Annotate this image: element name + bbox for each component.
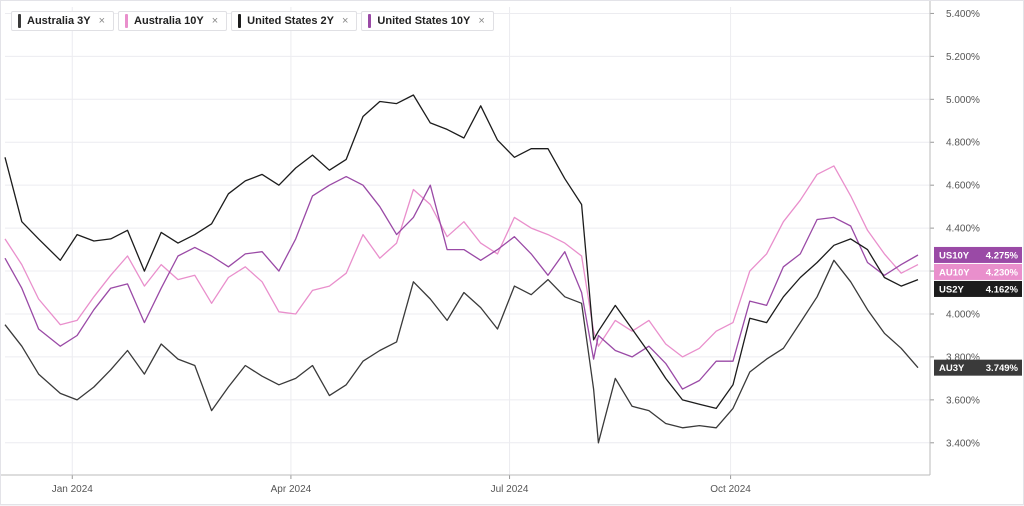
value-tag-background: [934, 280, 1022, 297]
value-tag-au10y: AU10Y 4.230%: [934, 263, 1022, 280]
legend-item-australia-10y[interactable]: Australia 10Y ×: [118, 11, 228, 31]
y-tick-label: 5.400%: [946, 9, 980, 20]
legend-item-united-states-10y[interactable]: United States 10Y ×: [361, 11, 494, 31]
legend-label: Australia 3Y: [27, 15, 91, 27]
value-tag-value: 3.749%: [986, 363, 1019, 374]
close-icon[interactable]: ×: [341, 15, 349, 27]
legend-color-swatch: [368, 14, 372, 28]
legend-color-swatch: [125, 14, 129, 28]
y-tick-label: 4.000%: [946, 309, 980, 320]
legend: Australia 3Y × Australia 10Y × United St…: [11, 11, 494, 31]
x-tick-label: Oct 2024: [710, 484, 751, 495]
value-tag-value: 4.230%: [986, 267, 1019, 278]
value-tag-background: [934, 359, 1022, 376]
legend-label: United States 10Y: [377, 15, 471, 27]
x-tick-label: Apr 2024: [271, 484, 312, 495]
y-tick-label: 4.800%: [946, 138, 980, 149]
value-tag-us2y: US2Y 4.162%: [934, 280, 1022, 297]
close-icon[interactable]: ×: [98, 15, 106, 27]
value-tag-background: [934, 246, 1022, 263]
value-tag-background: [934, 263, 1022, 280]
y-tick-label: 4.600%: [946, 181, 980, 192]
legend-item-australia-3y[interactable]: Australia 3Y ×: [11, 11, 115, 31]
series-line-us2y: [4, 94, 919, 410]
value-tag-value: 4.162%: [986, 284, 1019, 295]
x-tick-label: Jan 2024: [52, 484, 94, 495]
close-icon[interactable]: ×: [478, 15, 485, 27]
y-tick-label: 3.800%: [946, 352, 980, 363]
legend-label: Australia 10Y: [134, 15, 204, 27]
close-icon[interactable]: ×: [211, 15, 219, 27]
legend-item-united-states-2y[interactable]: United States 2Y ×: [231, 11, 358, 31]
value-tag-name: AU10Y: [939, 267, 970, 278]
y-tick-label: 3.600%: [946, 395, 980, 406]
value-tag-au3y: AU3Y 3.749%: [934, 359, 1022, 376]
value-tag-value: 4.275%: [986, 250, 1019, 261]
x-tick-label: Jul 2024: [491, 484, 529, 495]
legend-color-swatch: [238, 14, 242, 28]
y-tick-label: 5.200%: [946, 52, 980, 63]
value-tag-name: US2Y: [939, 284, 964, 295]
series-line-us10y: [4, 175, 919, 390]
value-tag-name: US10Y: [939, 250, 970, 261]
legend-color-swatch: [18, 14, 21, 28]
y-tick-label: 3.400%: [946, 438, 980, 449]
y-tick-label: 4.400%: [946, 224, 980, 235]
y-tick-label: 5.000%: [946, 95, 980, 106]
value-tag-name: AU3Y: [939, 363, 965, 374]
series-line-au10y: [4, 165, 919, 358]
value-tag-us10y: US10Y 4.275%: [934, 246, 1022, 263]
series-line-au3y: [4, 259, 919, 444]
legend-label: United States 2Y: [247, 15, 334, 27]
